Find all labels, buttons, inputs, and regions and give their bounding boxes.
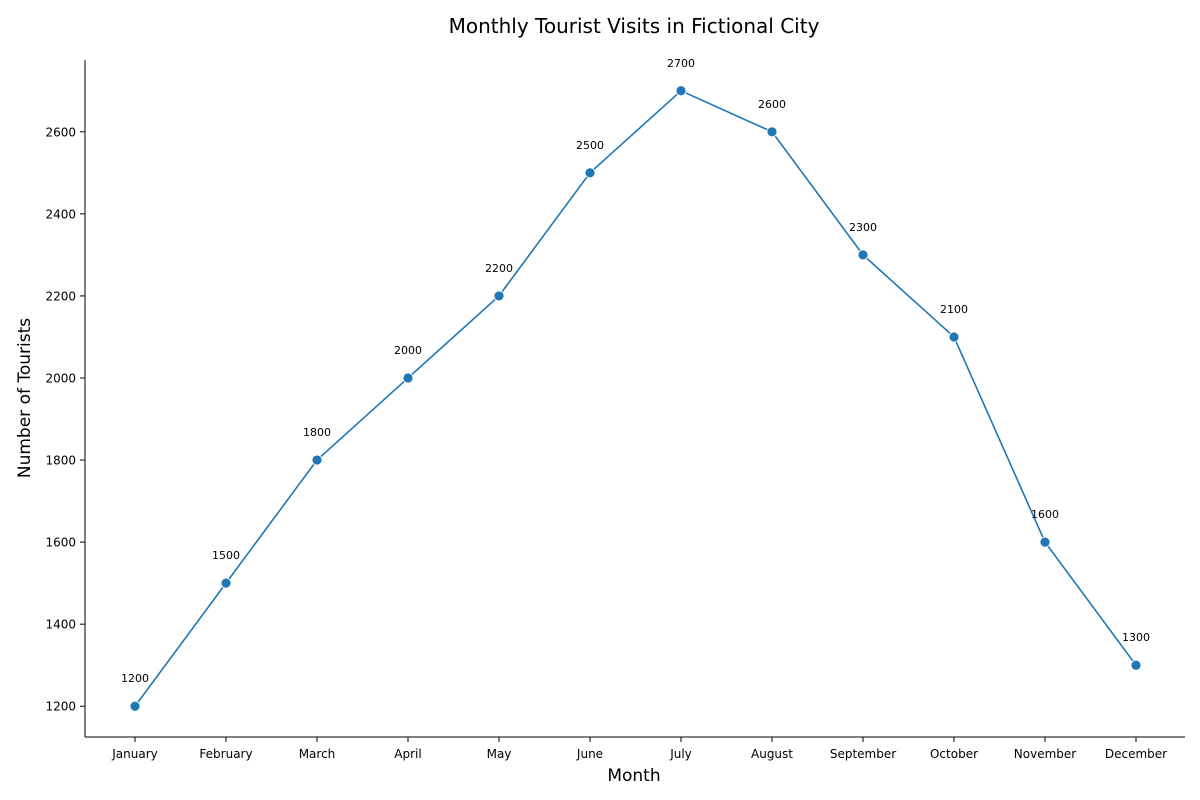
chart-title: Monthly Tourist Visits in Fictional City (449, 14, 820, 38)
x-tick-label: November (1014, 747, 1076, 761)
data-label: 2600 (758, 98, 786, 111)
data-label: 1200 (121, 672, 149, 685)
x-tick-label: January (111, 747, 158, 761)
y-tick-label: 2200 (45, 289, 76, 303)
y-tick-label: 2000 (45, 371, 76, 385)
x-tick-label: May (487, 747, 512, 761)
x-tick-label: October (930, 747, 978, 761)
data-label: 1600 (1031, 508, 1059, 521)
data-point (1130, 659, 1142, 671)
y-axis-title: Number of Tourists (15, 318, 35, 478)
x-tick-label: June (576, 747, 603, 761)
data-point (311, 454, 323, 466)
x-tick-label: July (669, 747, 692, 761)
data-label: 1500 (212, 549, 240, 562)
data-point (857, 249, 869, 261)
data-point (402, 372, 414, 384)
x-tick-label: February (199, 747, 252, 761)
data-point (584, 167, 596, 179)
y-tick-label: 1800 (45, 454, 76, 468)
data-label: 1800 (303, 426, 331, 439)
y-tick-label: 1600 (45, 536, 76, 550)
x-tick-label: August (751, 747, 793, 761)
data-label: 2500 (576, 139, 604, 152)
data-label: 2300 (849, 221, 877, 234)
x-tick-label: September (830, 747, 896, 761)
data-point (766, 126, 778, 138)
x-axis-title: Month (607, 766, 660, 786)
x-axis-ticks: January February March April May June July Augu… (111, 737, 1167, 761)
data-points (129, 85, 1142, 712)
data-label: 2100 (940, 303, 968, 316)
y-tick-label: 1400 (45, 618, 76, 632)
data-point (220, 577, 232, 589)
data-label: 2700 (667, 57, 695, 70)
data-labels: 1200 1500 1800 2000 2200 2500 2700 2600 2300 2100… (121, 57, 1150, 685)
y-tick-label: 2400 (45, 207, 76, 221)
data-point (948, 331, 960, 343)
x-tick-label: March (299, 747, 336, 761)
data-label: 1300 (1122, 631, 1150, 644)
data-label: 2000 (394, 344, 422, 357)
x-tick-label: December (1105, 747, 1167, 761)
y-tick-label: 2600 (45, 125, 76, 139)
series-line (134, 89, 1137, 707)
data-point (675, 85, 687, 97)
y-tick-label: 1200 (45, 700, 76, 714)
data-point (1039, 536, 1051, 548)
data-point (129, 700, 141, 712)
data-label: 2200 (485, 262, 513, 275)
x-tick-label: April (394, 747, 421, 761)
data-point (493, 290, 505, 302)
y-axis-ticks: 1200 1400 1600 1800 2000 2200 2400 2600 (45, 125, 85, 714)
